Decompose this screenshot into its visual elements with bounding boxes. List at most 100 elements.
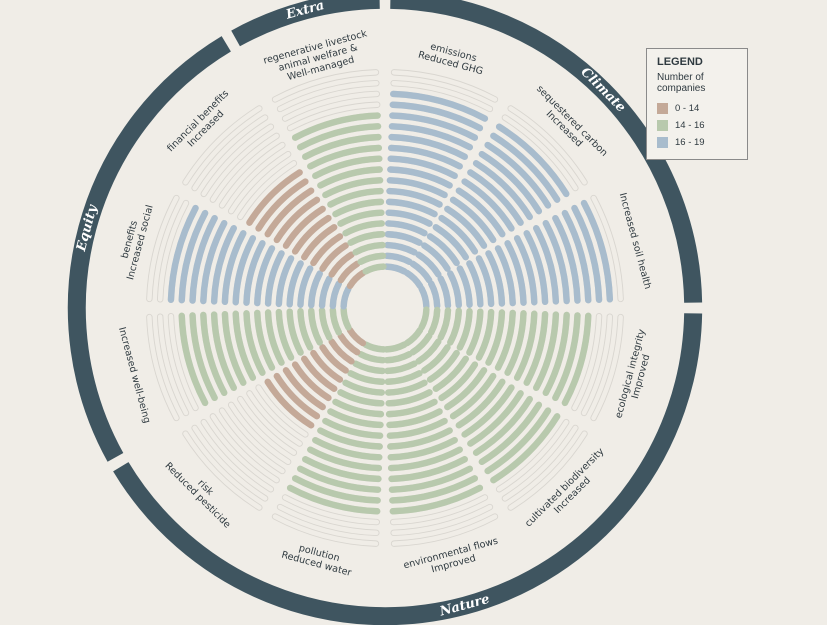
legend: LEGEND Number of companies 0 - 14 14 - 1…: [646, 48, 748, 160]
bar-segment: [301, 355, 338, 392]
bar-segment: [357, 350, 387, 364]
bar-segment: [340, 306, 352, 331]
bar-segment: [264, 378, 315, 429]
bar-segment: [388, 123, 473, 151]
empty-track-inner: [391, 504, 493, 536]
bar-segment: [389, 101, 484, 132]
bar-segment: [297, 465, 382, 493]
bar-segment: [542, 220, 570, 305]
bar-segment: [475, 308, 495, 361]
empty-track-inner: [228, 402, 291, 465]
bar-segment: [418, 285, 430, 310]
bar-segment: [461, 384, 515, 438]
outcome-labels: Reduced GHGemissionsIncreasedsequestered…: [116, 28, 653, 579]
bar-segment: [386, 187, 443, 208]
bar-segment: [327, 187, 384, 208]
empty-track-inner: [508, 431, 587, 510]
bar-segment: [297, 123, 382, 151]
bar-segment: [275, 308, 295, 361]
bar-segment: [437, 275, 452, 309]
bar-segment: [282, 205, 326, 249]
bar-segment: [189, 214, 218, 304]
bar-segment: [308, 270, 323, 309]
bar-segment: [447, 270, 462, 309]
bar-segment: [561, 312, 592, 407]
bar-segment: [475, 255, 495, 308]
bar-segment: [472, 395, 533, 456]
bar-segment: [461, 178, 515, 232]
bar-segment: [467, 390, 524, 447]
category-label: Nature: [437, 592, 491, 620]
legend-label-mid: 14 - 16: [675, 120, 705, 131]
bar-segment: [409, 260, 433, 284]
empty-track-inner: [219, 408, 285, 474]
empty-track-inner: [272, 514, 379, 546]
bar-segment: [302, 133, 382, 160]
bar-segment: [504, 310, 527, 376]
bar-segment: [478, 150, 543, 215]
bar-segment: [275, 255, 295, 308]
bar-segment: [178, 209, 209, 304]
empty-track-inner: [391, 70, 498, 102]
bar-segment: [291, 361, 332, 402]
empty-track-inner: [157, 200, 189, 302]
empty-track-inner: [256, 385, 308, 437]
bar-segment: [307, 144, 383, 170]
bar-segment: [449, 196, 497, 244]
category-label: Climate: [578, 65, 629, 116]
bar-segment: [362, 341, 387, 353]
empty-track-inner: [287, 102, 380, 131]
bar-segment: [383, 341, 408, 353]
bar-segment: [415, 251, 442, 278]
bar-segment: [389, 475, 479, 504]
bar-segment: [485, 250, 506, 307]
outcome-label: Increased soil health: [617, 192, 653, 291]
empty-track-inner: [496, 419, 569, 492]
bar-segment: [418, 306, 430, 331]
bar-segment: [317, 427, 383, 450]
bar-segment: [387, 144, 463, 170]
bar-segment: [318, 307, 333, 341]
empty-track-inner: [591, 314, 623, 421]
bar-segment: [246, 169, 303, 226]
bar-segment: [504, 240, 527, 306]
bar-segment: [286, 308, 304, 356]
bar-segment: [243, 310, 266, 376]
bar-segment: [432, 224, 469, 261]
bar-segment: [385, 389, 433, 407]
bar-segment: [210, 225, 237, 305]
bar-segment: [297, 265, 314, 308]
bar-segment: [337, 332, 361, 356]
bar-segment: [312, 155, 383, 180]
bar-segment: [301, 224, 338, 261]
bar-segment: [329, 280, 343, 310]
bar-segment: [264, 187, 315, 238]
bar-segment: [533, 311, 560, 391]
bar-segment: [327, 408, 384, 429]
bar-segment: [291, 475, 381, 504]
bar-segment: [409, 332, 433, 356]
legend-swatch-high: [657, 137, 668, 148]
bar-segment: [455, 187, 506, 238]
bar-segment: [383, 263, 408, 275]
bar-segment: [389, 484, 484, 515]
bar-segment: [456, 265, 473, 308]
bar-segment: [329, 306, 343, 336]
bar-segment: [362, 263, 387, 275]
bar-segment: [437, 307, 452, 341]
empty-track-inner: [272, 70, 379, 102]
bar-segment: [332, 398, 385, 418]
bar-segment: [386, 417, 448, 439]
bar-segment: [387, 155, 458, 180]
bar-segment: [167, 204, 199, 303]
bar-segment: [189, 312, 218, 402]
empty-track-inner: [219, 142, 285, 208]
empty-track-inner: [502, 115, 578, 191]
bar-segment: [580, 199, 614, 303]
category-label: Equity: [74, 202, 101, 254]
bar-segment: [322, 177, 384, 199]
bar-segment: [221, 230, 247, 306]
legend-entry-low: 0 - 14: [657, 100, 747, 117]
bar-segment: [243, 240, 266, 306]
